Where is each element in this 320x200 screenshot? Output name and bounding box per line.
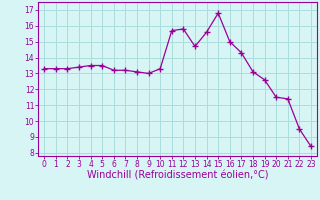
- X-axis label: Windchill (Refroidissement éolien,°C): Windchill (Refroidissement éolien,°C): [87, 171, 268, 181]
